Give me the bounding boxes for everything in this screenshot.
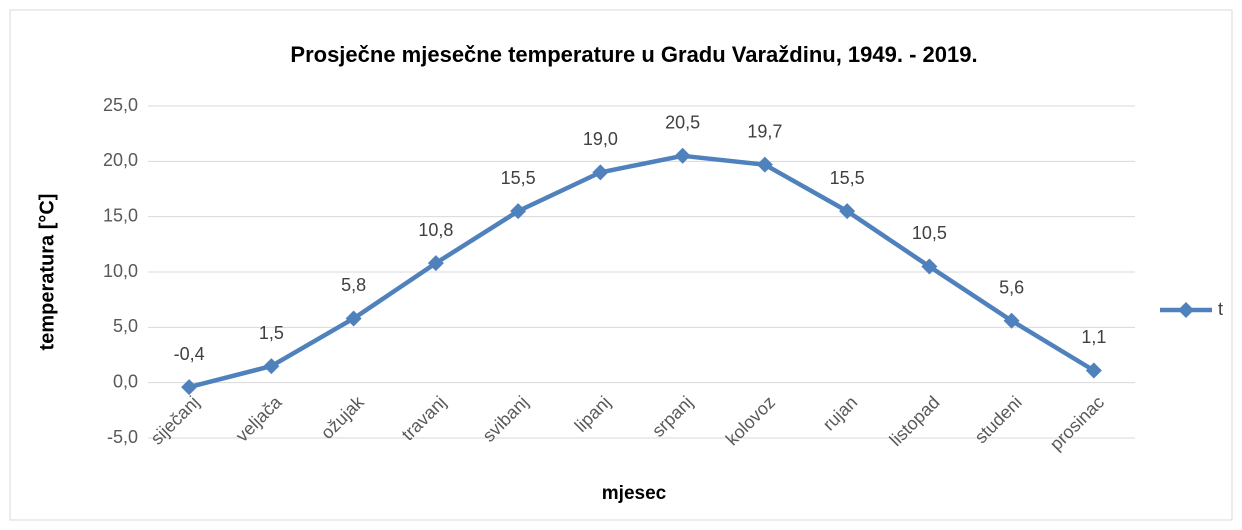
data-label: 15,5 [830,168,865,188]
data-label: 1,1 [1081,327,1106,347]
data-point [1003,312,1020,329]
data-point [510,203,527,220]
y-tick-label: 5,0 [113,316,138,336]
y-tick-label: 10,0 [103,261,138,281]
data-label: 20,5 [665,113,700,133]
data-point [1085,362,1102,379]
data-point [592,164,609,181]
data-label: 1,5 [259,323,284,343]
data-point [839,203,856,220]
data-label: 19,7 [747,121,782,141]
data-point [181,379,198,396]
y-axis-label: temperatura [°C] [36,194,58,351]
x-axis-label: mjesec [602,483,667,504]
data-point [674,147,691,164]
data-point [921,258,938,275]
data-point [345,310,362,327]
chart-border [9,9,1233,521]
legend-label: t [1218,299,1223,319]
y-tick-label: 20,0 [103,150,138,170]
y-tick-label: 25,0 [103,95,138,115]
data-point [263,358,280,375]
data-point [756,156,773,173]
series-line [188,153,1096,390]
y-tick-label: 0,0 [113,371,138,391]
data-label: 5,6 [999,277,1024,297]
legend-marker [1178,302,1194,318]
data-label: 10,8 [418,220,453,240]
data-label: -0,4 [174,344,205,364]
data-label: 10,5 [912,223,947,243]
data-point [427,255,444,272]
data-label: 19,0 [583,129,618,149]
data-label: 15,5 [501,168,536,188]
chart-title: Prosječne mjesečne temperature u Gradu V… [290,42,977,67]
data-label: 5,8 [341,275,366,295]
y-tick-label: 15,0 [103,205,138,225]
y-tick-label: -5,0 [107,427,138,447]
